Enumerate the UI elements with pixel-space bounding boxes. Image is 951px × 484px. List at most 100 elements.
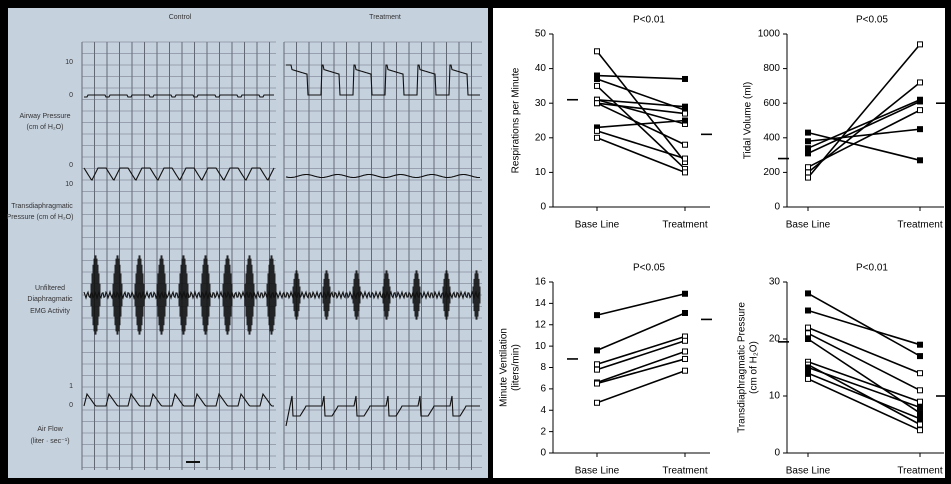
- point: [683, 368, 688, 373]
- point: [918, 411, 923, 416]
- y-tick-label: 0: [540, 202, 546, 213]
- point: [806, 337, 811, 342]
- point: [806, 331, 811, 336]
- point: [918, 158, 923, 163]
- y-tick-label: 2: [540, 426, 546, 437]
- y-tick-label: 0: [774, 202, 780, 213]
- point: [683, 291, 688, 296]
- y-tick-label: 400: [763, 132, 780, 143]
- point: [683, 156, 688, 161]
- point: [806, 376, 811, 381]
- trace-label: (liter · sec⁻¹): [30, 438, 69, 445]
- y-tick-label: 16: [535, 277, 547, 288]
- trace-label: Air Flow: [37, 426, 63, 433]
- point: [595, 367, 600, 372]
- point: [595, 128, 600, 133]
- point: [595, 49, 600, 54]
- y-axis-label: Minute Ventilation: [499, 328, 510, 407]
- point: [806, 308, 811, 313]
- point: [918, 422, 923, 427]
- point: [595, 381, 600, 386]
- trace-label: (cm of H₂O): [27, 124, 64, 131]
- point: [918, 354, 923, 359]
- x-tick-label: Treatment: [662, 220, 707, 231]
- y-tick-label: 30: [535, 98, 547, 109]
- y-tick-label: 600: [763, 98, 780, 109]
- x-tick-label: Base Line: [575, 466, 620, 477]
- point: [683, 104, 688, 109]
- point: [806, 170, 811, 175]
- y-tick-label: 14: [535, 298, 547, 309]
- point: [806, 291, 811, 296]
- point: [595, 348, 600, 353]
- scale-label: 1: [69, 383, 73, 390]
- point: [918, 342, 923, 347]
- point: [918, 97, 923, 102]
- y-tick-label: 4: [540, 405, 546, 416]
- point: [918, 42, 923, 47]
- point: [683, 111, 688, 116]
- point: [918, 416, 923, 421]
- trace-label: Diaphragmatic: [27, 296, 73, 303]
- y-tick-label: 10: [769, 391, 781, 402]
- y-axis-label: (liters/min): [511, 344, 522, 391]
- y-tick-label: 50: [535, 29, 547, 40]
- y-tick-label: 20: [535, 132, 547, 143]
- y-axis-label: Transdiaphragmatic Pressure: [737, 302, 748, 433]
- point: [806, 151, 811, 156]
- column-label: Treatment: [369, 14, 401, 21]
- trace-label: Airway Pressure: [20, 113, 71, 120]
- point: [918, 371, 923, 376]
- y-tick-label: 40: [535, 63, 547, 74]
- x-tick-label: Base Line: [575, 220, 620, 231]
- point: [683, 338, 688, 343]
- y-tick-label: 1000: [758, 29, 781, 40]
- charts-panel: [493, 8, 945, 478]
- x-tick-label: Treatment: [897, 466, 942, 477]
- chart-title: P<0.05: [856, 15, 888, 26]
- scale-label: 0: [69, 92, 73, 99]
- y-tick-label: 10: [535, 341, 547, 352]
- scale-label: 0: [69, 402, 73, 409]
- trace-label: Unfiltered: [35, 285, 65, 292]
- point: [806, 365, 811, 370]
- point: [595, 101, 600, 106]
- point: [595, 400, 600, 405]
- chart-title: P<0.01: [856, 263, 888, 274]
- y-tick-label: 20: [769, 334, 781, 345]
- point: [683, 76, 688, 81]
- point: [683, 170, 688, 175]
- point: [595, 313, 600, 318]
- point: [918, 399, 923, 404]
- y-tick-label: 800: [763, 63, 780, 74]
- y-tick-label: 6: [540, 384, 546, 395]
- x-tick-label: Base Line: [786, 220, 831, 231]
- point: [918, 108, 923, 113]
- point: [806, 139, 811, 144]
- y-tick-label: 8: [540, 362, 546, 373]
- recording-panel: [8, 8, 488, 478]
- point: [918, 428, 923, 433]
- point: [806, 175, 811, 180]
- trace-label: EMG Activity: [30, 308, 70, 315]
- y-tick-label: 200: [763, 167, 780, 178]
- scale-label: 10: [65, 181, 73, 188]
- point: [806, 325, 811, 330]
- point: [918, 405, 923, 410]
- y-axis-label: Respirations per Minute: [511, 67, 522, 173]
- point: [683, 118, 688, 123]
- y-axis-label: (cm of H₂O): [749, 341, 760, 394]
- point: [683, 349, 688, 354]
- point: [683, 356, 688, 361]
- point: [595, 83, 600, 88]
- scale-label: 10: [65, 59, 73, 66]
- y-tick-label: 0: [540, 448, 546, 459]
- point: [918, 127, 923, 132]
- point: [806, 165, 811, 170]
- point: [595, 135, 600, 140]
- scale-label: 0: [69, 162, 73, 169]
- trace-label: Transdiaphragmatic: [11, 203, 73, 210]
- chart-title: P<0.05: [633, 263, 665, 274]
- point: [683, 142, 688, 147]
- y-tick-label: 30: [769, 277, 781, 288]
